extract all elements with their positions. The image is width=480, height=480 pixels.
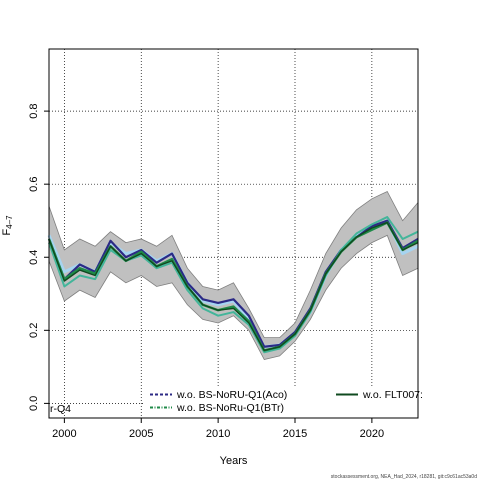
legend-entry-2: w.o. FLT007: bbox=[362, 389, 423, 401]
y-axis-title: F4–7 bbox=[1, 215, 14, 236]
y-tick-label-4: 0.8 bbox=[28, 103, 40, 118]
confidence-band-upper bbox=[48, 190, 419, 339]
series-line-teal bbox=[48, 216, 419, 354]
series-lines bbox=[47, 216, 419, 354]
y-axis-title-main: F bbox=[1, 229, 13, 236]
x-tick-label-2020: 2020 bbox=[360, 428, 384, 440]
y-tick-label-3: 0.6 bbox=[28, 177, 40, 192]
y-tick-label-2: 0.4 bbox=[28, 250, 40, 265]
y-axis-title-subscript: 4–7 bbox=[5, 215, 14, 229]
legend-entry-0: w.o. BS-NoRU-Q1(Aco) bbox=[176, 389, 287, 401]
y-tick-label-0: 0.0 bbox=[28, 396, 40, 411]
confidence-band-lower bbox=[48, 234, 419, 361]
confidence-band-area bbox=[49, 191, 418, 360]
confidence-band bbox=[48, 190, 419, 361]
y-axis: 0.0 0.2 0.4 0.6 0.8 bbox=[28, 103, 49, 411]
plot-frame bbox=[48, 48, 419, 419]
y-tick-label-1: 0.2 bbox=[28, 323, 40, 338]
x-axis-title: Years bbox=[220, 455, 248, 467]
x-tick-label-2010: 2010 bbox=[206, 428, 230, 440]
x-tick-label-2015: 2015 bbox=[283, 428, 307, 440]
x-axis: 2000 2005 2010 2015 2020 bbox=[52, 418, 384, 440]
legend-entry-1: w.o. BS-NoRu-Q1(BTr) bbox=[176, 402, 284, 414]
series-line-darkgreen bbox=[48, 221, 419, 352]
legend: r-Q4 w.o. BS-NoRU-Q1(Aco)w.o. BS-NoRu-Q1(… bbox=[50, 386, 423, 417]
x-tick-label-2000: 2000 bbox=[52, 428, 76, 440]
x-tick-label-2005: 2005 bbox=[129, 428, 153, 440]
legend-fragment: r-Q4 bbox=[50, 403, 71, 415]
footer-credit: stockassessment.org, NEA_Had_2024, r1828… bbox=[331, 474, 477, 480]
legend-background bbox=[145, 386, 418, 417]
